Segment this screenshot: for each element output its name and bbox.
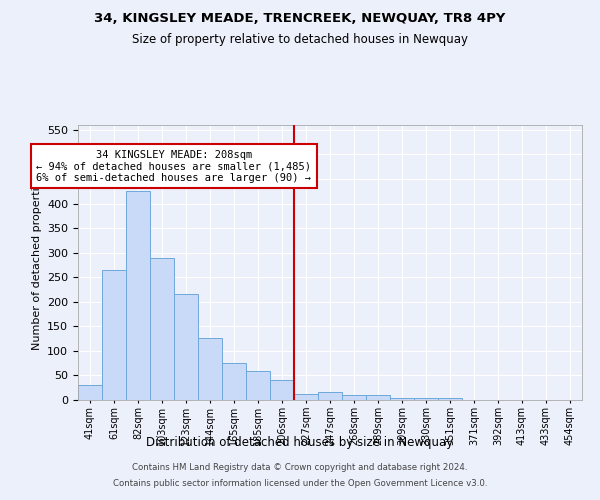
- Bar: [414, 398, 438, 400]
- Bar: [174, 294, 198, 400]
- Bar: [270, 380, 294, 400]
- Bar: [222, 362, 246, 400]
- Text: 34, KINGSLEY MEADE, TRENCREEK, NEWQUAY, TR8 4PY: 34, KINGSLEY MEADE, TRENCREEK, NEWQUAY, …: [94, 12, 506, 26]
- Bar: [78, 386, 102, 400]
- Text: Distribution of detached houses by size in Newquay: Distribution of detached houses by size …: [146, 436, 454, 449]
- Bar: [126, 192, 150, 400]
- Bar: [366, 395, 390, 400]
- Y-axis label: Number of detached properties: Number of detached properties: [32, 175, 41, 350]
- Bar: [198, 338, 222, 400]
- Text: Contains HM Land Registry data © Crown copyright and database right 2024.: Contains HM Land Registry data © Crown c…: [132, 464, 468, 472]
- Bar: [342, 395, 366, 400]
- Text: Size of property relative to detached houses in Newquay: Size of property relative to detached ho…: [132, 32, 468, 46]
- Bar: [102, 270, 126, 400]
- Bar: [438, 398, 462, 400]
- Bar: [150, 258, 174, 400]
- Bar: [294, 394, 318, 400]
- Text: 34 KINGSLEY MEADE: 208sqm
← 94% of detached houses are smaller (1,485)
6% of sem: 34 KINGSLEY MEADE: 208sqm ← 94% of detac…: [37, 150, 311, 183]
- Bar: [318, 392, 342, 400]
- Bar: [390, 398, 414, 400]
- Bar: [246, 370, 270, 400]
- Text: Contains public sector information licensed under the Open Government Licence v3: Contains public sector information licen…: [113, 478, 487, 488]
